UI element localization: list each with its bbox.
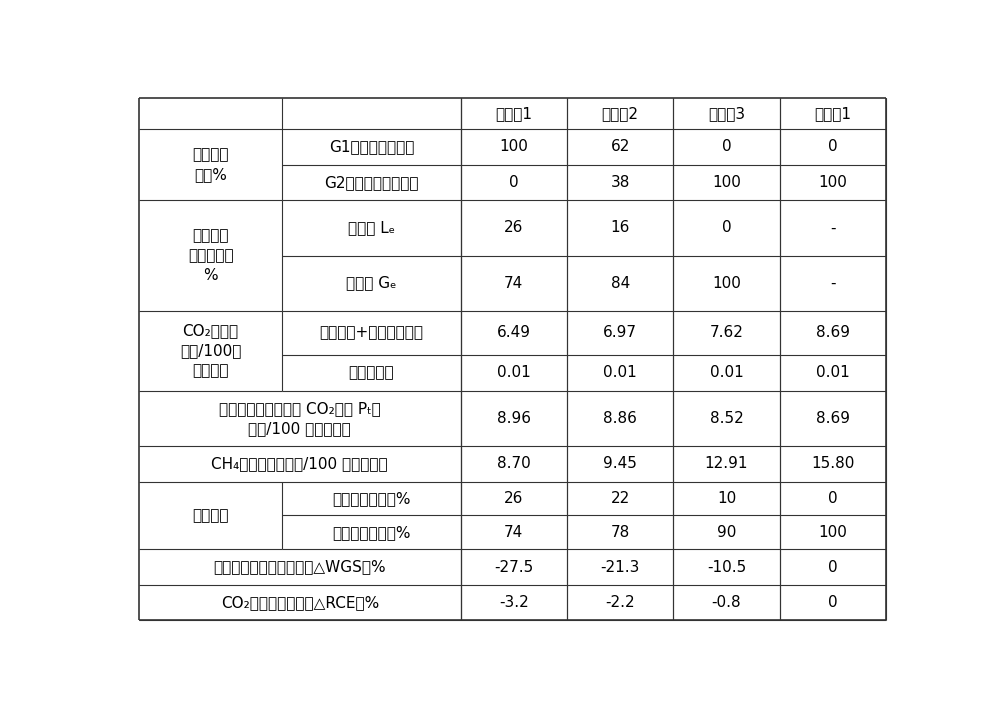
Text: 15.80: 15.80: [811, 456, 855, 471]
Text: 实施例3: 实施例3: [708, 106, 745, 121]
Text: 9.45: 9.45: [603, 456, 637, 471]
Text: CH₄的总产量，体积/100 体积原料气: CH₄的总产量，体积/100 体积原料气: [211, 456, 388, 471]
Text: 84: 84: [611, 275, 630, 291]
Text: 90: 90: [717, 524, 736, 540]
Text: 0: 0: [828, 491, 838, 506]
Text: 8.96: 8.96: [497, 411, 531, 426]
Text: 62: 62: [610, 139, 630, 154]
Text: G2（不进合成反应）: G2（不进合成反应）: [324, 175, 419, 190]
Text: 0: 0: [722, 139, 731, 154]
Text: 7.62: 7.62: [710, 325, 743, 341]
Text: 8.52: 8.52: [710, 411, 743, 426]
Text: 0.01: 0.01: [497, 365, 531, 380]
Text: 总气体量，重量%: 总气体量，重量%: [332, 524, 411, 540]
Text: 74: 74: [504, 275, 523, 291]
Text: 合成反应
产物，重量
%: 合成反应 产物，重量 %: [188, 228, 233, 283]
Text: 0: 0: [722, 220, 731, 235]
Text: 0: 0: [828, 139, 838, 154]
Text: 22: 22: [611, 491, 630, 506]
Text: 78: 78: [611, 524, 630, 540]
Text: 0.01: 0.01: [710, 365, 743, 380]
Text: 100: 100: [712, 275, 741, 291]
Text: 100: 100: [818, 175, 847, 190]
Text: 26: 26: [504, 491, 523, 506]
Text: -: -: [830, 220, 836, 235]
Text: 总的水气变换负荷减少量△WGS，%: 总的水气变换负荷减少量△WGS，%: [213, 560, 386, 574]
Text: 0: 0: [828, 560, 838, 574]
Text: 费托合成+水气变换工序: 费托合成+水气变换工序: [319, 325, 423, 341]
Text: 液体量 Lₑ: 液体量 Lₑ: [348, 220, 395, 235]
Text: 8.86: 8.86: [603, 411, 637, 426]
Text: G1（进合成反应）: G1（进合成反应）: [329, 139, 414, 154]
Text: 实施例1: 实施例1: [495, 106, 532, 121]
Text: -21.3: -21.3: [600, 560, 640, 574]
Text: 0: 0: [509, 175, 519, 190]
Text: CO₂相对排放量变化△RCE，%: CO₂相对排放量变化△RCE，%: [221, 595, 379, 610]
Text: 10: 10: [717, 491, 736, 506]
Text: 100: 100: [818, 524, 847, 540]
Text: 6.49: 6.49: [497, 325, 531, 341]
Text: -27.5: -27.5: [494, 560, 533, 574]
Text: 8.69: 8.69: [816, 411, 850, 426]
Text: 只生产甲烷时，理论 CO₂产量 Pₜ，
体积/100 体积原料气: 只生产甲烷时，理论 CO₂产量 Pₜ， 体积/100 体积原料气: [219, 401, 381, 436]
Text: 26: 26: [504, 220, 523, 235]
Text: 0.01: 0.01: [816, 365, 850, 380]
Text: 总液体量，重量%: 总液体量，重量%: [332, 491, 411, 506]
Text: 产物分布: 产物分布: [192, 508, 229, 523]
Text: 0.01: 0.01: [603, 365, 637, 380]
Text: 0: 0: [828, 595, 838, 610]
Text: -10.5: -10.5: [707, 560, 746, 574]
Text: 12.91: 12.91: [705, 456, 748, 471]
Text: 8.69: 8.69: [816, 325, 850, 341]
Text: 74: 74: [504, 524, 523, 540]
Text: -2.2: -2.2: [605, 595, 635, 610]
Text: 16: 16: [610, 220, 630, 235]
Text: 100: 100: [712, 175, 741, 190]
Text: 甲烷化工序: 甲烷化工序: [349, 365, 394, 380]
Text: 原料气，
体积%: 原料气， 体积%: [192, 147, 229, 182]
Text: 38: 38: [610, 175, 630, 190]
Text: -3.2: -3.2: [499, 595, 529, 610]
Text: 实施例2: 实施例2: [602, 106, 639, 121]
Text: -0.8: -0.8: [712, 595, 741, 610]
Text: 8.70: 8.70: [497, 456, 531, 471]
Text: 6.97: 6.97: [603, 325, 637, 341]
Text: CO₂产量，
体积/100体
积原料气: CO₂产量， 体积/100体 积原料气: [180, 323, 241, 378]
Text: 气体量 Gₑ: 气体量 Gₑ: [346, 275, 397, 291]
Text: 100: 100: [499, 139, 528, 154]
Text: 对比例1: 对比例1: [814, 106, 851, 121]
Text: -: -: [830, 275, 836, 291]
